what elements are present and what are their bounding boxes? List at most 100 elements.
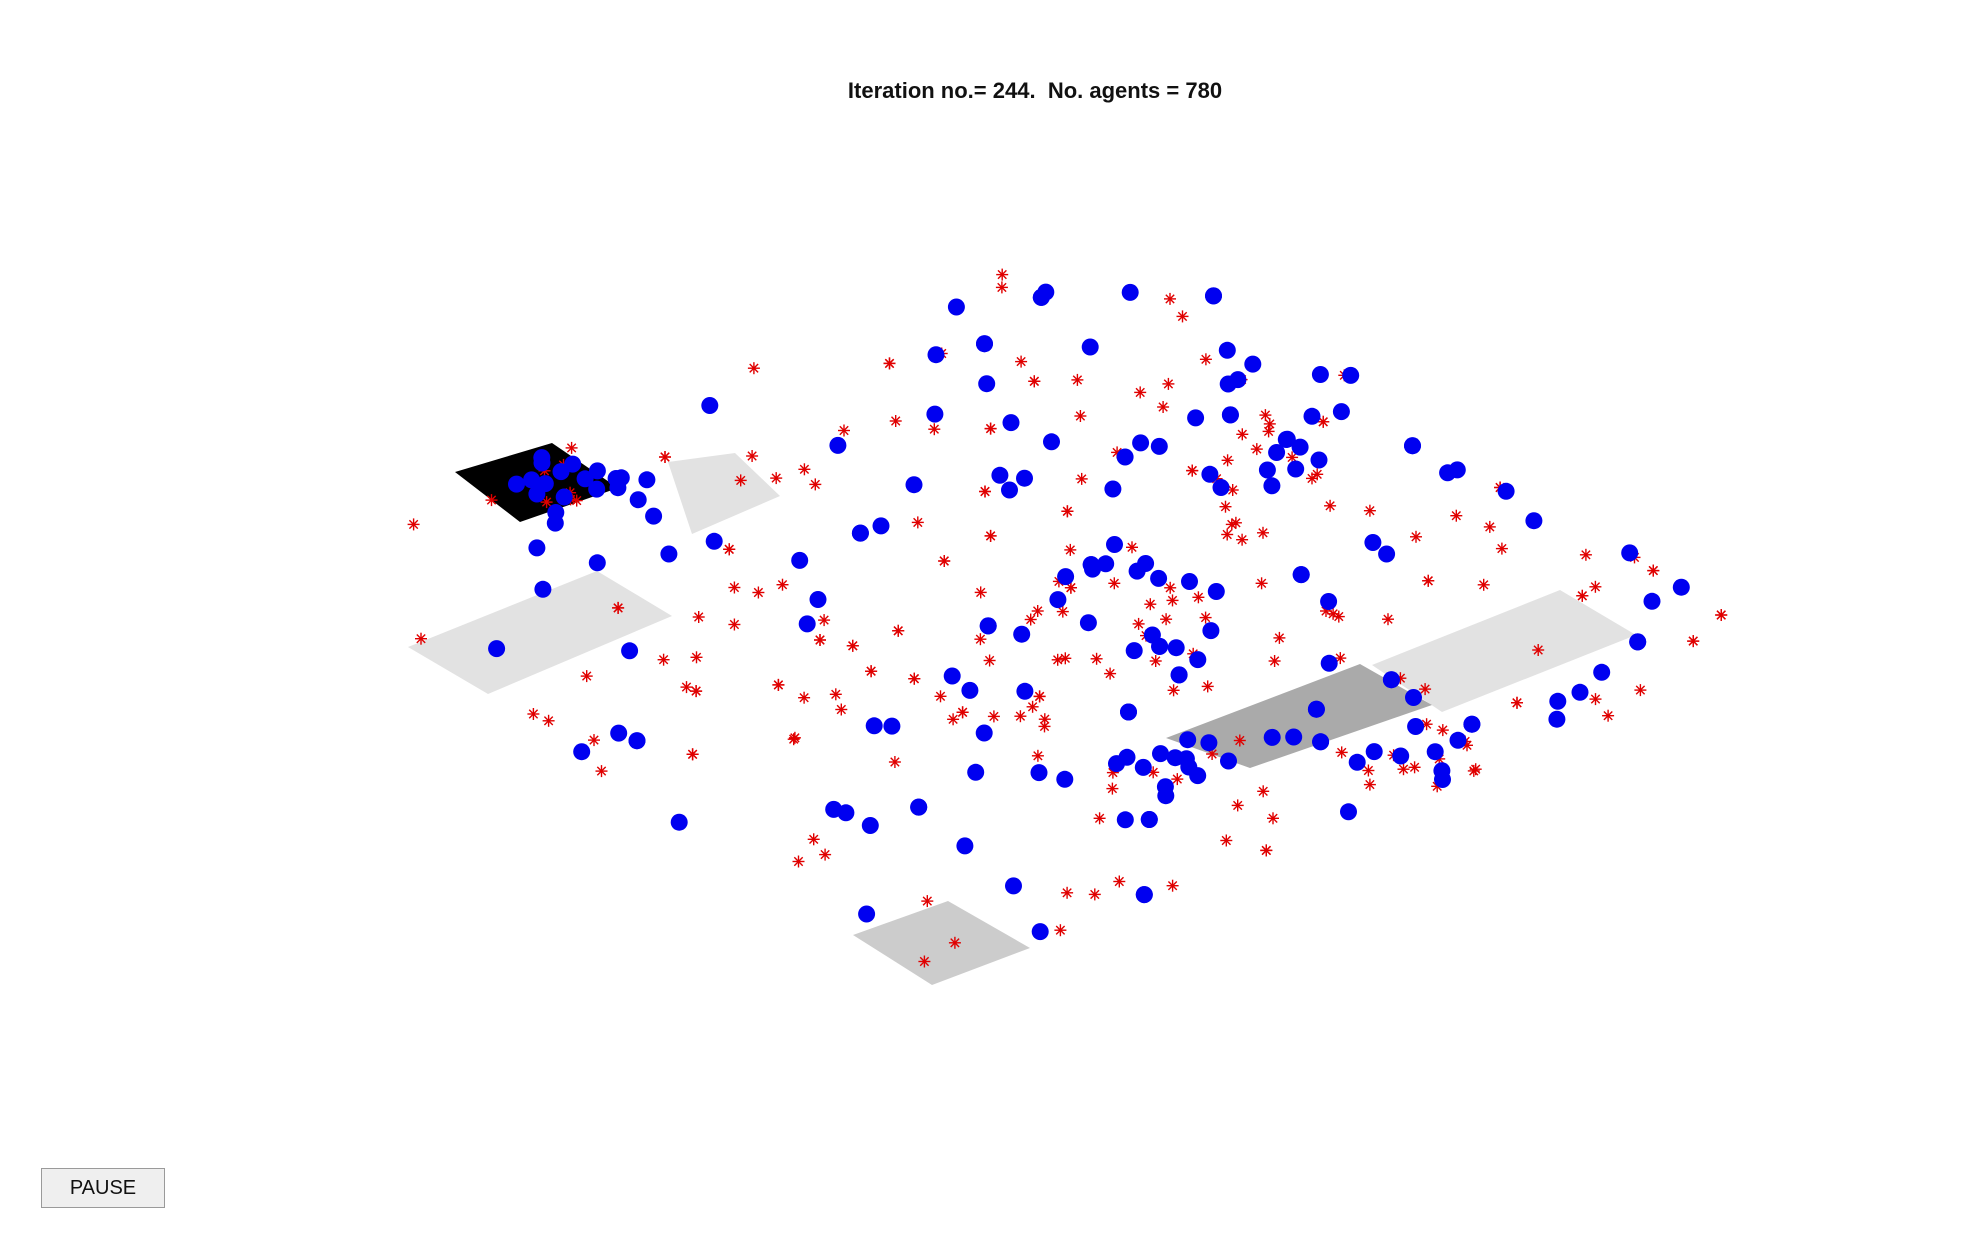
red-agent-marker	[1061, 886, 1074, 899]
red-agent-marker	[1221, 528, 1234, 541]
red-agent-marker	[1436, 724, 1449, 737]
red-agent-marker	[747, 362, 760, 375]
blue-agent-marker	[705, 532, 723, 550]
blue-agent-marker	[1097, 555, 1115, 573]
zone-light-west	[408, 571, 672, 694]
red-agent-marker	[1362, 764, 1375, 777]
red-agent-marker	[829, 688, 842, 701]
blue-agent-marker	[1016, 469, 1033, 487]
blue-agent-marker	[1593, 663, 1611, 681]
blue-agent-marker	[1263, 477, 1281, 495]
blue-agent-marker	[1244, 355, 1262, 373]
red-agent-marker	[580, 670, 593, 683]
blue-agent-marker	[991, 466, 1009, 484]
blue-agent-marker	[1340, 803, 1357, 821]
blue-agent-marker	[1207, 583, 1225, 600]
red-agent-marker	[1250, 443, 1263, 456]
blue-agent-marker	[961, 681, 979, 699]
blue-agent-marker	[1434, 771, 1451, 788]
blue-agent-marker	[1310, 451, 1328, 469]
red-agent-marker	[1144, 598, 1157, 611]
blue-agent-marker	[861, 817, 879, 834]
red-agent-marker	[612, 601, 625, 614]
zone-dark-east	[1166, 664, 1432, 768]
blue-agent-marker	[1291, 438, 1309, 456]
red-agent-marker	[1074, 410, 1087, 422]
red-agent-marker	[956, 706, 969, 719]
blue-agent-marker	[1548, 710, 1566, 728]
blue-agent-marker	[1150, 437, 1168, 455]
blue-agent-marker	[1121, 283, 1139, 301]
red-agent-marker	[1031, 749, 1044, 762]
red-agent-marker	[974, 586, 987, 599]
blue-agent-marker	[564, 455, 582, 473]
red-agent-marker	[918, 955, 931, 968]
red-agent-marker	[1059, 652, 1072, 665]
red-agent-marker	[770, 472, 783, 485]
pause-button[interactable]: PAUSE	[41, 1168, 165, 1208]
blue-agent-marker	[1120, 703, 1137, 721]
red-agent-marker	[1031, 605, 1044, 617]
blue-agent-marker	[1156, 778, 1174, 796]
red-agent-marker	[1334, 652, 1347, 665]
blue-agent-marker	[588, 480, 606, 498]
red-agent-marker	[1363, 778, 1376, 791]
blue-agent-marker	[1378, 545, 1396, 563]
red-agent-marker	[1255, 577, 1268, 590]
blue-agent-marker	[588, 462, 606, 480]
blue-agent-marker	[1672, 578, 1690, 596]
blue-agent-marker	[536, 475, 554, 493]
red-agent-marker	[1259, 409, 1272, 422]
blue-agent-marker	[872, 517, 890, 535]
blue-agent-marker	[1152, 745, 1169, 763]
title-prefix: Iteration no.=	[847, 78, 993, 103]
blue-agent-marker	[1170, 666, 1188, 684]
red-agent-marker	[588, 734, 600, 747]
red-agent-marker	[1410, 530, 1422, 543]
red-agent-marker	[788, 731, 801, 744]
red-agent-marker	[818, 614, 831, 627]
red-agent-marker	[527, 708, 540, 720]
blue-agent-marker	[1392, 747, 1410, 765]
red-agent-marker	[1262, 425, 1275, 438]
blue-agent-marker	[628, 732, 646, 750]
blue-agent-marker	[1404, 437, 1421, 455]
blue-agent-marker	[1056, 770, 1074, 788]
red-agent-marker	[1071, 373, 1084, 386]
blue-agent-marker	[1277, 431, 1295, 448]
red-agent-marker	[1260, 844, 1273, 857]
red-agent-marker	[1026, 700, 1039, 713]
blue-agent-marker	[1201, 465, 1219, 483]
red-agent-marker	[1015, 355, 1028, 368]
blue-agent-marker	[1043, 433, 1060, 451]
blue-agent-marker	[1268, 444, 1286, 461]
red-agent-marker	[1576, 589, 1589, 602]
blue-agent-marker	[1104, 480, 1122, 498]
red-agent-marker	[1106, 782, 1119, 795]
red-agent-marker	[889, 415, 902, 427]
blue-agent-marker	[1200, 734, 1218, 752]
red-agent-marker	[1160, 613, 1173, 626]
red-agent-marker	[734, 474, 747, 487]
blue-agent-marker	[1032, 288, 1050, 306]
red-agent-marker	[1495, 542, 1508, 555]
blue-agent-marker	[1189, 651, 1207, 669]
red-agent-marker	[1166, 594, 1179, 607]
blue-agent-marker	[1150, 569, 1168, 587]
red-agent-marker	[1602, 709, 1615, 722]
blue-agent-marker	[1258, 461, 1276, 479]
blue-agent-marker	[910, 798, 928, 816]
red-agent-marker	[1090, 652, 1103, 665]
blue-agent-marker	[588, 554, 606, 572]
red-agent-marker	[1286, 451, 1299, 464]
blue-agent-marker	[851, 524, 869, 542]
red-agent-marker	[1589, 580, 1602, 593]
blue-agent-marker	[1285, 728, 1303, 746]
blue-agent-marker	[1132, 434, 1150, 452]
red-agent-marker	[911, 516, 924, 529]
red-agent-marker	[1687, 635, 1700, 648]
red-agent-marker	[728, 618, 741, 631]
blue-agent-marker	[1263, 728, 1281, 746]
red-agent-marker	[1061, 505, 1074, 518]
red-agent-marker	[540, 496, 553, 509]
